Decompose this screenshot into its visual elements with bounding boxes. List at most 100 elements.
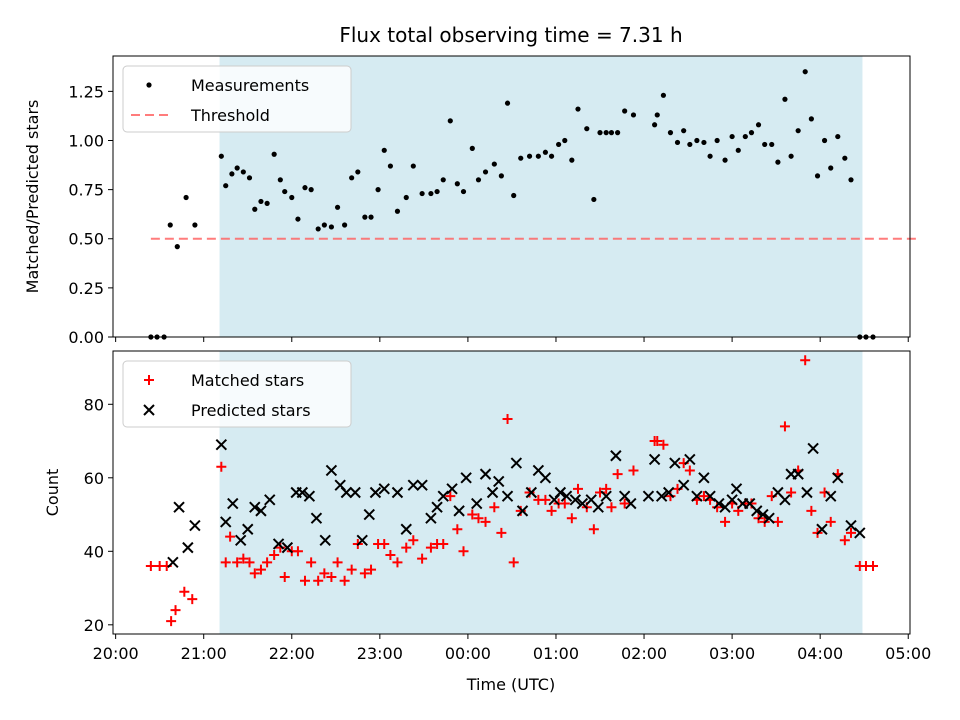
matched-star-point <box>238 553 249 564</box>
measurement-point <box>264 200 270 206</box>
measurement-point <box>469 145 475 151</box>
measurement-point <box>562 137 568 144</box>
predicted-star-point <box>220 516 232 528</box>
y-tick-label: 20 <box>84 616 104 635</box>
matched-star-point <box>326 572 337 583</box>
bottom-panel: 20 40 60 80 20:00 21:00 22:00 23:00 00:00 01:00 0… <box>43 350 931 663</box>
predicted-star-point <box>400 523 412 535</box>
matched-star-point <box>772 516 783 527</box>
measurement-point <box>328 224 335 230</box>
matched-star-point <box>698 491 709 502</box>
y-tick-label: 0.25 <box>68 279 104 298</box>
measurement-point <box>289 194 295 201</box>
legend-entry: Threshold <box>190 106 270 125</box>
predicted-star-point <box>832 472 844 484</box>
measurement-point <box>556 141 562 148</box>
measurement-point <box>687 141 693 148</box>
measurement-point <box>667 130 674 136</box>
measurement-point <box>229 171 235 177</box>
matched-star-point <box>166 616 177 627</box>
matched-star-point <box>292 546 303 557</box>
predicted-star-point <box>378 483 390 495</box>
matched-star-point <box>658 439 669 450</box>
matched-star-point <box>825 516 836 527</box>
matched-star-point <box>800 355 811 366</box>
measurement-point <box>482 169 489 175</box>
matched-star-point <box>359 568 370 579</box>
measurement-point <box>342 222 348 228</box>
predicted-star-point <box>460 472 472 484</box>
measurement-point <box>240 169 246 175</box>
measurement-point <box>518 155 524 161</box>
measurement-point <box>622 108 628 114</box>
measurement-point <box>192 222 198 228</box>
predicted-star-point <box>325 464 338 477</box>
predicted-star-point <box>525 486 538 499</box>
matched-star-point <box>225 531 236 542</box>
measurement-point <box>334 204 341 210</box>
predicted-star-point <box>349 486 361 499</box>
measurement-point <box>535 153 541 159</box>
predicted-star-point <box>215 439 228 451</box>
measurement-point <box>246 175 253 181</box>
measurement-point <box>848 177 854 183</box>
matched-star-point <box>806 505 817 516</box>
measurement-point <box>419 190 425 197</box>
x-tick-label: 21:00 <box>181 644 227 663</box>
measurement-point <box>603 130 609 136</box>
measurement-point <box>701 139 707 146</box>
measurement-point <box>234 165 240 171</box>
predicted-star-point <box>501 490 514 502</box>
matched-star-point <box>275 542 286 553</box>
x-tick-label: 23:00 <box>357 644 403 663</box>
measurement-point <box>223 183 229 189</box>
measurement-point <box>174 244 180 250</box>
chart-title: Flux total observing time = 7.31 h <box>339 23 682 47</box>
matched-star-point <box>216 461 227 472</box>
matched-star-point <box>540 494 551 505</box>
measurement-point <box>821 137 828 144</box>
predicted-star-point <box>249 501 261 513</box>
top-panel: 0.00 0.25 0.50 0.75 1.00 1.25 Matched/Predict… <box>23 55 918 347</box>
predicted-star-point <box>763 512 775 524</box>
measurement-point <box>434 188 440 195</box>
measurement-point <box>707 153 713 159</box>
matched-star-point <box>473 513 484 524</box>
predicted-star-point <box>510 457 523 469</box>
y-tick-label: 60 <box>84 469 104 488</box>
measurement-point <box>694 137 700 144</box>
predicted-star-point <box>486 486 499 499</box>
measurement-point <box>674 139 681 146</box>
predicted-star-point <box>453 505 465 517</box>
predicted-star-point <box>662 486 675 499</box>
measurement-point <box>608 130 615 136</box>
measurement-point <box>729 133 735 140</box>
measurement-point <box>498 173 504 179</box>
predicted-star-point <box>242 523 254 535</box>
predicted-star-point <box>757 508 769 521</box>
matched-star-point <box>255 564 266 575</box>
matched-star-point <box>619 498 630 509</box>
matched-star-point <box>385 549 396 560</box>
predicted-star-point <box>516 505 529 517</box>
matched-star-point <box>496 527 507 538</box>
matched-star-point <box>868 561 879 572</box>
y-tick-label: 40 <box>84 542 104 561</box>
measurement-point <box>410 163 416 169</box>
matched-star-point <box>249 568 260 579</box>
matched-star-point <box>720 516 731 527</box>
predicted-star-point <box>684 453 696 466</box>
measurement-point <box>368 214 374 220</box>
measurement-point <box>835 133 841 140</box>
measurement-point <box>271 151 277 157</box>
measurement-point <box>654 112 660 118</box>
predicted-star-point <box>854 527 866 539</box>
predicted-star-point <box>391 486 404 499</box>
matched-star-point <box>546 505 557 516</box>
predicted-star-point <box>642 490 655 502</box>
predicted-star-point <box>369 486 382 499</box>
matched-star-point <box>572 483 583 494</box>
matched-star-point <box>606 502 617 513</box>
matched-star-point <box>502 413 513 424</box>
matched-star-point <box>392 557 403 568</box>
